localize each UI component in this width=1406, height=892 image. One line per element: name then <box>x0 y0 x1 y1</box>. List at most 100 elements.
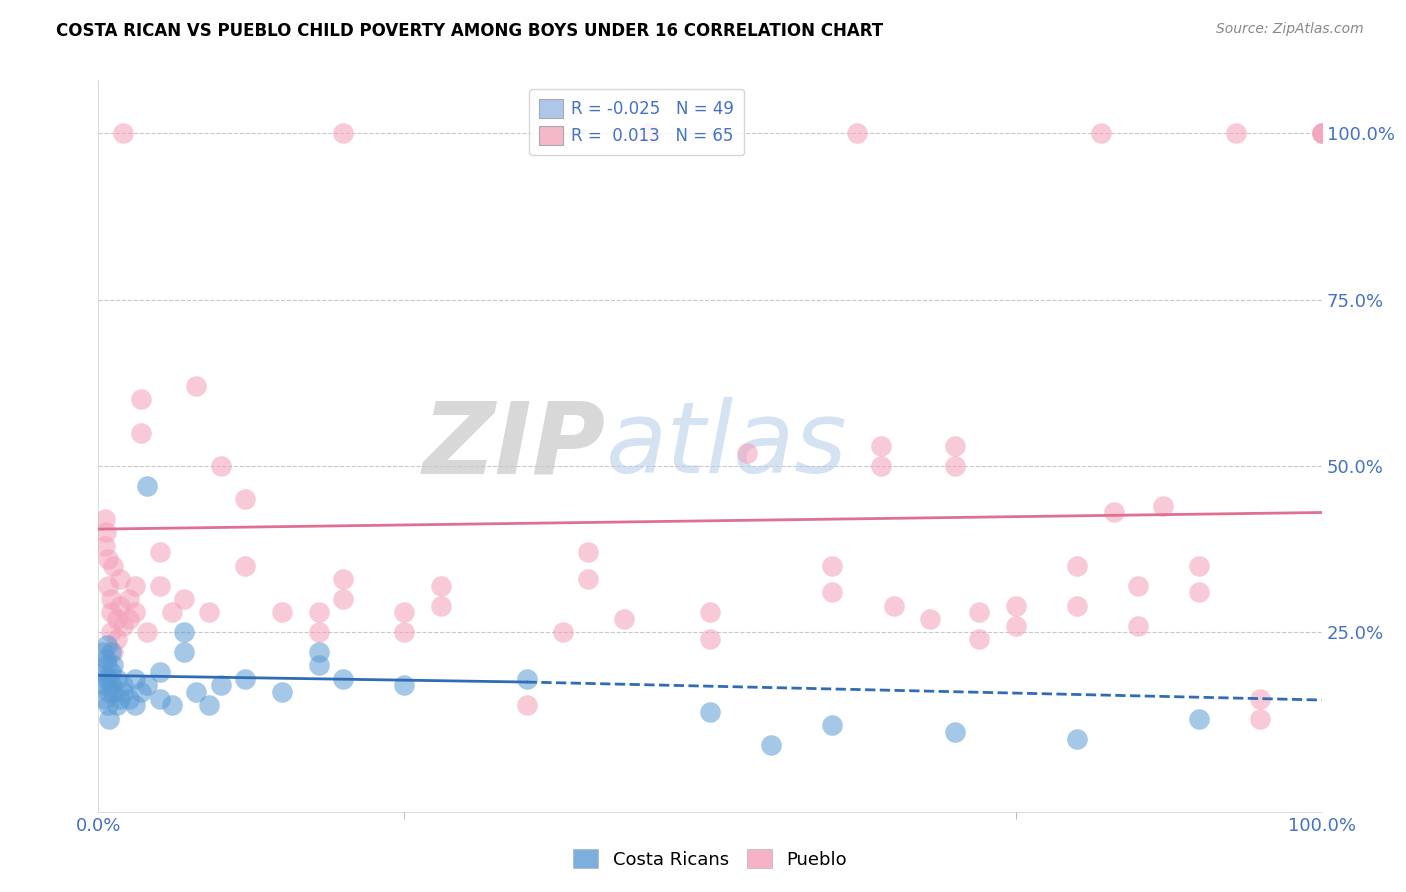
Point <box>392 678 416 692</box>
Point <box>96 658 118 673</box>
Point <box>845 127 868 141</box>
Point <box>209 458 232 473</box>
Point <box>332 672 354 686</box>
Point <box>1004 618 1026 632</box>
Point <box>110 599 132 613</box>
Point <box>821 558 844 573</box>
Point <box>821 718 844 732</box>
Point <box>173 625 195 640</box>
Point <box>209 678 232 692</box>
Point <box>91 665 114 679</box>
Point <box>100 625 122 640</box>
Point <box>233 492 256 507</box>
Point <box>98 672 121 686</box>
Point <box>111 678 134 692</box>
Point <box>1066 599 1088 613</box>
Point <box>430 579 453 593</box>
Point <box>94 672 117 686</box>
Point <box>613 612 636 626</box>
Point <box>308 645 330 659</box>
Point <box>699 705 721 719</box>
Point <box>883 599 905 613</box>
Point <box>160 605 183 619</box>
Point <box>967 632 990 646</box>
Legend: Costa Ricans, Pueblo: Costa Ricans, Pueblo <box>565 842 855 876</box>
Point <box>197 698 219 713</box>
Point <box>136 625 159 640</box>
Point <box>111 127 134 141</box>
Point <box>97 552 120 566</box>
Point <box>110 572 132 586</box>
Point <box>1128 618 1150 632</box>
Point <box>160 698 183 713</box>
Point <box>270 605 294 619</box>
Point <box>124 698 146 713</box>
Point <box>149 545 172 559</box>
Point <box>105 612 128 626</box>
Point <box>100 591 122 606</box>
Point <box>967 605 990 619</box>
Point <box>1310 127 1333 141</box>
Point <box>430 599 453 613</box>
Point <box>173 591 195 606</box>
Point <box>1128 579 1150 593</box>
Point <box>1066 558 1088 573</box>
Point <box>100 605 122 619</box>
Text: atlas: atlas <box>606 398 848 494</box>
Point <box>920 612 942 626</box>
Point <box>124 605 146 619</box>
Point <box>93 539 115 553</box>
Point <box>186 685 208 699</box>
Point <box>91 645 114 659</box>
Point <box>1188 558 1211 573</box>
Point <box>149 665 172 679</box>
Point <box>233 558 256 573</box>
Point <box>124 579 146 593</box>
Point <box>1249 691 1271 706</box>
Point <box>93 678 115 692</box>
Point <box>308 605 330 619</box>
Point <box>1225 127 1247 141</box>
Point <box>94 652 117 666</box>
Point <box>1066 731 1088 746</box>
Point <box>1102 506 1125 520</box>
Point <box>186 379 208 393</box>
Point <box>105 632 128 646</box>
Point <box>1152 499 1174 513</box>
Point <box>943 458 966 473</box>
Point <box>101 645 124 659</box>
Point <box>576 545 599 559</box>
Point <box>761 738 783 752</box>
Point <box>101 685 124 699</box>
Point <box>93 691 115 706</box>
Point <box>870 458 893 473</box>
Point <box>870 439 893 453</box>
Point <box>111 685 134 699</box>
Point <box>97 685 120 699</box>
Point <box>129 392 152 407</box>
Point <box>553 625 575 640</box>
Point <box>111 618 134 632</box>
Point <box>638 127 661 141</box>
Point <box>308 625 330 640</box>
Point <box>97 579 120 593</box>
Point <box>332 591 354 606</box>
Point <box>105 672 128 686</box>
Text: COSTA RICAN VS PUEBLO CHILD POVERTY AMONG BOYS UNDER 16 CORRELATION CHART: COSTA RICAN VS PUEBLO CHILD POVERTY AMON… <box>56 22 883 40</box>
Point <box>197 605 219 619</box>
Point <box>136 678 159 692</box>
Point <box>100 665 122 679</box>
Point <box>100 678 122 692</box>
Point <box>233 672 256 686</box>
Point <box>97 698 120 713</box>
Point <box>1249 712 1271 726</box>
Point <box>392 605 416 619</box>
Point <box>1004 599 1026 613</box>
Point <box>118 691 141 706</box>
Point <box>149 579 172 593</box>
Point <box>110 691 132 706</box>
Point <box>332 127 354 141</box>
Point <box>943 439 966 453</box>
Point <box>735 445 758 459</box>
Point <box>94 525 117 540</box>
